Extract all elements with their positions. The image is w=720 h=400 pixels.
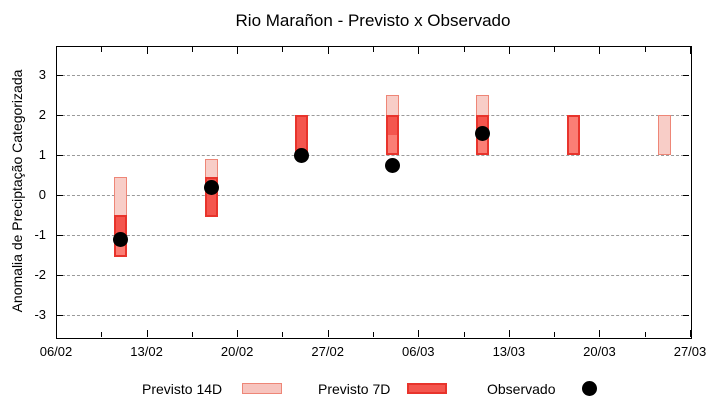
chart-title: Rio Marañon - Previsto x Observado: [235, 11, 511, 30]
y-tick-left: [57, 195, 63, 196]
y-tick-label: 1: [38, 147, 46, 162]
forecast-7d-bar: [385, 115, 399, 155]
observed-dot: [475, 125, 491, 141]
observed-dot: [384, 157, 400, 173]
x-tick-label: 27/02: [311, 344, 344, 359]
observed-dot: [203, 179, 219, 195]
y-tick-label: 0: [38, 187, 46, 202]
x-tick-top: [690, 47, 691, 54]
x-minor-tick-bottom: [373, 332, 374, 337]
x-tick-bottom: [599, 330, 601, 337]
x-minor-tick-bottom: [463, 332, 465, 337]
x-tick-label: 13/03: [492, 344, 526, 359]
x-tick-top: [237, 47, 239, 54]
x-tick-top: [146, 47, 148, 54]
x-minor-tick-bottom: [282, 332, 284, 337]
legend-swatch-7d-icon: [407, 383, 447, 394]
x-tick-bottom: [56, 330, 57, 337]
x-tick-bottom: [690, 330, 691, 337]
y-tick-label: -3: [34, 307, 46, 322]
y-tick-left: [57, 235, 63, 236]
x-tick-top: [508, 47, 510, 54]
grid-line: [57, 75, 689, 76]
y-tick-right: [683, 235, 689, 236]
x-tick-label: 20/03: [583, 344, 616, 359]
x-minor-tick-bottom: [191, 332, 193, 337]
y-tick-left: [57, 275, 63, 276]
y-tick-label: -2: [34, 267, 46, 282]
x-tick-label: 13/02: [130, 344, 163, 359]
y-tick-right: [683, 275, 689, 276]
x-tick-label: 27/03: [673, 344, 707, 359]
x-tick-bottom: [237, 330, 239, 337]
legend-label-observado: Observado: [487, 381, 556, 397]
observed-dot: [294, 147, 310, 163]
x-tick-top: [599, 47, 601, 54]
legend-dot-icon: [582, 381, 597, 396]
x-tick-top: [418, 47, 420, 54]
x-minor-tick-top: [282, 47, 284, 52]
grid-line: [57, 195, 689, 196]
forecast-14d-bar: [657, 115, 671, 155]
legend-label-previsto-14d: Previsto 14D: [142, 381, 223, 397]
x-minor-tick-bottom: [554, 332, 556, 337]
x-tick-top: [56, 47, 57, 54]
forecast-7d-bar: [567, 115, 581, 155]
x-minor-tick-bottom: [644, 332, 646, 337]
y-tick-right: [683, 75, 689, 76]
y-tick-left: [57, 315, 63, 316]
observed-dot: [113, 231, 129, 247]
plot-border: [56, 46, 692, 339]
y-tick-left: [57, 75, 63, 76]
y-tick-label: -1: [34, 227, 46, 242]
x-minor-tick-top: [373, 47, 374, 52]
x-tick-top: [327, 47, 329, 54]
x-minor-tick-bottom: [101, 332, 103, 337]
y-tick-label: 3: [38, 67, 46, 82]
x-minor-tick-top: [554, 47, 556, 52]
grid-line: [57, 235, 689, 236]
y-tick-left: [57, 155, 63, 156]
legend-label-previsto-7d: Previsto 7D: [318, 381, 391, 397]
grid-line: [57, 315, 689, 316]
y-tick-right: [683, 115, 689, 116]
y-tick-right: [683, 155, 689, 156]
x-tick-bottom: [146, 330, 148, 337]
y-tick-left: [57, 115, 63, 116]
x-tick-label: 06/03: [402, 344, 435, 359]
x-minor-tick-top: [191, 47, 193, 52]
y-tick-right: [683, 315, 689, 316]
grid-line: [57, 155, 689, 156]
x-tick-label: 06/02: [39, 344, 73, 359]
x-minor-tick-top: [644, 47, 646, 52]
x-tick-bottom: [327, 330, 329, 337]
y-tick-right: [683, 195, 689, 196]
grid-line: [57, 115, 689, 116]
x-tick-bottom: [418, 330, 420, 337]
y-tick-label: 2: [38, 107, 46, 122]
grid-line: [57, 275, 689, 276]
x-minor-tick-top: [101, 47, 103, 52]
x-tick-label: 20/02: [220, 344, 254, 359]
legend-swatch-14d-icon: [242, 383, 282, 394]
x-minor-tick-top: [463, 47, 465, 52]
x-tick-bottom: [508, 330, 510, 337]
